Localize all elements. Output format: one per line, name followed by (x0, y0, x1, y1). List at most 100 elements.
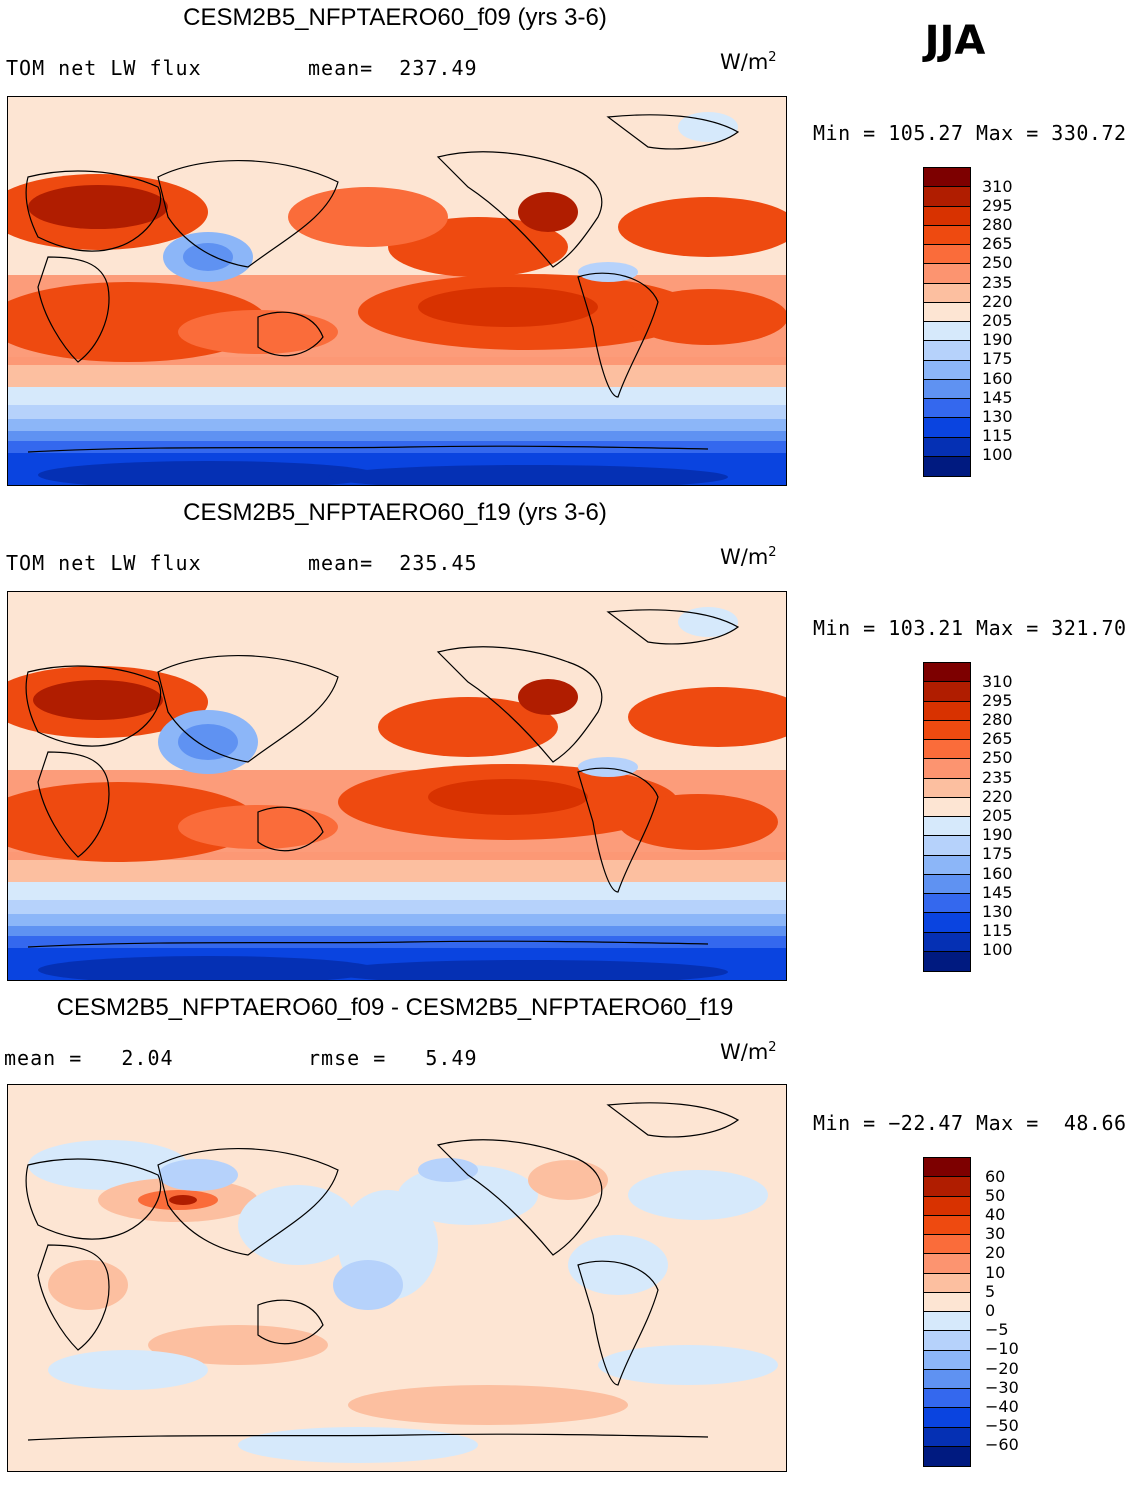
colorbar (923, 167, 971, 477)
tick-label: −5 (985, 1320, 1009, 1339)
colorbar-segment (924, 663, 970, 683)
colorbar-segment (924, 245, 970, 265)
colorbar-segment (924, 1331, 970, 1351)
mean-value: mean= 237.49 (308, 56, 478, 80)
tick-label: −50 (985, 1416, 1019, 1435)
tick-label: 160 (982, 864, 1013, 883)
tick-label: 175 (982, 349, 1013, 368)
tick-label: 295 (982, 691, 1013, 710)
tick-label: 30 (985, 1224, 1006, 1243)
tick-label: −20 (985, 1359, 1019, 1378)
colorbar-segment (924, 341, 970, 361)
colorbar-segment (924, 894, 970, 914)
colorbar (923, 1157, 971, 1467)
colorbar-segment (924, 1408, 970, 1428)
tick-label: 40 (985, 1205, 1006, 1224)
colorbar (923, 662, 971, 972)
colorbar-segment (924, 913, 970, 933)
tick-label: 175 (982, 844, 1013, 863)
panel-title: CESM2B5_NFPTAERO60_f09 (yrs 3-6) (183, 4, 607, 31)
colorbar-segment (924, 1292, 970, 1312)
colorbar-segment (924, 797, 970, 817)
colorbar-segment (924, 187, 970, 207)
tick-label: 205 (982, 311, 1013, 330)
tick-label: 145 (982, 883, 1013, 902)
tick-label: −30 (985, 1378, 1019, 1397)
tick-label: −40 (985, 1397, 1019, 1416)
tick-label: 130 (982, 902, 1013, 921)
colorbar-segment (924, 1215, 970, 1235)
tick-label: 250 (982, 253, 1013, 272)
colorbar-segment (924, 1254, 970, 1274)
panel-difference: CESM2B5_NFPTAERO60_f09 - CESM2B5_NFPTAER… (0, 994, 1128, 1489)
tick-label: 100 (982, 940, 1013, 959)
field-label: TOM net LW flux (6, 56, 202, 80)
colorbar-segment (924, 1273, 970, 1293)
colorbar-segment (924, 951, 970, 971)
tick-label: 295 (982, 196, 1013, 215)
colorbar-segment (924, 1177, 970, 1197)
colorbar-segment (924, 225, 970, 245)
rmse-value: rmse = 5.49 (308, 1046, 478, 1070)
tick-label: 100 (982, 445, 1013, 464)
season-label: JJA (924, 18, 986, 64)
tick-label: 160 (982, 369, 1013, 388)
lw-flux-map (7, 591, 787, 981)
colorbar-segment (924, 1158, 970, 1178)
units-label: W/m2 (720, 545, 777, 569)
colorbar-segment (924, 1446, 970, 1466)
tick-label: 220 (982, 292, 1013, 311)
colorbar-segment (924, 836, 970, 856)
tick-label: −10 (985, 1339, 1019, 1358)
tick-label: 250 (982, 748, 1013, 767)
tick-label: 190 (982, 825, 1013, 844)
panel-title: CESM2B5_NFPTAERO60_f09 - CESM2B5_NFPTAER… (56, 994, 734, 1021)
colorbar-segment (924, 874, 970, 894)
field-label: TOM net LW flux (6, 551, 202, 575)
tick-label: 280 (982, 215, 1013, 234)
tick-label: 235 (982, 768, 1013, 787)
mean-value: mean = 2.04 (4, 1046, 174, 1070)
colorbar-segment (924, 379, 970, 399)
tick-label: 310 (982, 177, 1013, 196)
min-max-label: Min = 105.27 Max = 330.72 (813, 121, 1127, 145)
colorbar-segment (924, 740, 970, 760)
colorbar-segment (924, 283, 970, 303)
tick-label: −60 (985, 1435, 1019, 1454)
mean-value: mean= 235.45 (308, 551, 478, 575)
tick-label: 10 (985, 1263, 1006, 1282)
colorbar-segment (924, 817, 970, 837)
tick-label: 115 (982, 426, 1013, 445)
units-label: W/m2 (720, 1040, 777, 1064)
lw-flux-map (7, 96, 787, 486)
tick-label: 310 (982, 672, 1013, 691)
colorbar-segment (924, 1235, 970, 1255)
tick-label: 0 (985, 1301, 996, 1320)
colorbar-segment (924, 302, 970, 322)
tick-label: 20 (985, 1243, 1006, 1262)
tick-label: 190 (982, 330, 1013, 349)
colorbar-segment (924, 399, 970, 419)
colorbar-segment (924, 720, 970, 740)
tick-label: 235 (982, 273, 1013, 292)
colorbar-segment (924, 437, 970, 457)
min-max-label: Min = 103.21 Max = 321.70 (813, 616, 1127, 640)
tick-label: 5 (985, 1282, 996, 1301)
colorbar-segment (924, 1389, 970, 1409)
colorbar-segment (924, 1312, 970, 1332)
colorbar-segment (924, 759, 970, 779)
colorbar-segment (924, 701, 970, 721)
tick-label: 220 (982, 787, 1013, 806)
colorbar-segment (924, 322, 970, 342)
tick-label: 265 (982, 729, 1013, 748)
tick-label: 50 (985, 1186, 1006, 1205)
colorbar-segment (924, 682, 970, 702)
units-label: W/m2 (720, 50, 777, 74)
difference-map (7, 1084, 787, 1472)
tick-label: 145 (982, 388, 1013, 407)
colorbar-segment (924, 855, 970, 875)
colorbar-segment (924, 264, 970, 284)
tick-label: 265 (982, 234, 1013, 253)
colorbar-segment (924, 206, 970, 226)
tick-label: 205 (982, 806, 1013, 825)
